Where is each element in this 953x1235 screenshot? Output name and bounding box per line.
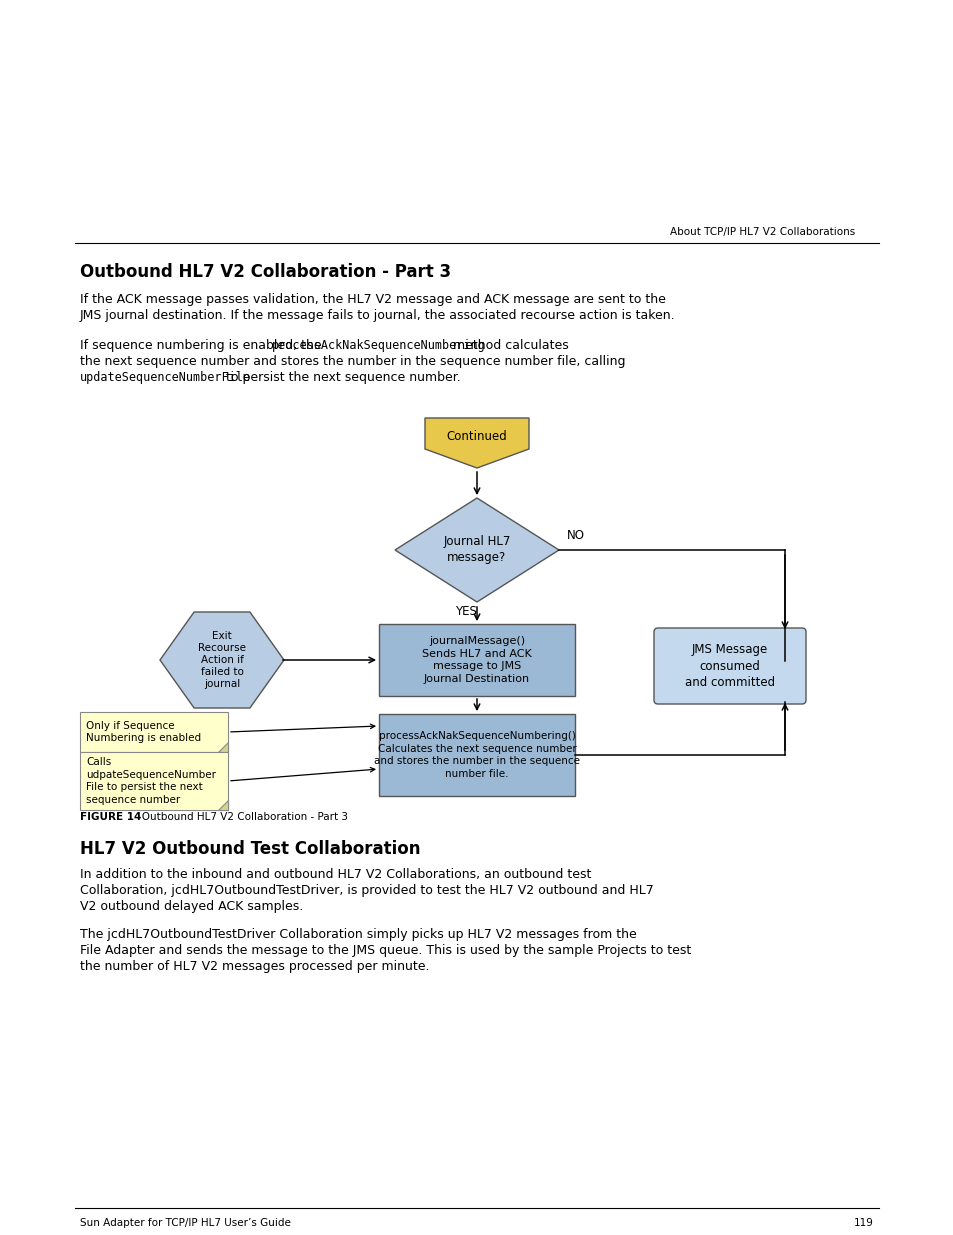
Text: YES: YES — [455, 605, 476, 618]
Text: journalMessage()
Sends HL7 and ACK
message to JMS
Journal Destination: journalMessage() Sends HL7 and ACK messa… — [421, 636, 532, 684]
Text: Sun Adapter for TCP/IP HL7 User’s Guide: Sun Adapter for TCP/IP HL7 User’s Guide — [80, 1218, 291, 1228]
Text: the next sequence number and stores the number in the sequence number file, call: the next sequence number and stores the … — [80, 354, 625, 368]
FancyBboxPatch shape — [378, 624, 575, 697]
Text: Only if Sequence
Numbering is enabled: Only if Sequence Numbering is enabled — [86, 721, 201, 743]
Text: Exit
Recourse
Action if
failed to
journal: Exit Recourse Action if failed to journa… — [198, 631, 246, 689]
Text: Collaboration, jcdHL7OutboundTestDriver, is provided to test the HL7 V2 outbound: Collaboration, jcdHL7OutboundTestDriver,… — [80, 884, 653, 897]
Polygon shape — [218, 742, 228, 752]
Text: Journal HL7
message?: Journal HL7 message? — [443, 536, 510, 564]
Text: Outbound HL7 V2 Collaboration - Part 3: Outbound HL7 V2 Collaboration - Part 3 — [132, 811, 348, 823]
Text: If sequence numbering is enabled, the: If sequence numbering is enabled, the — [80, 338, 325, 352]
Polygon shape — [395, 498, 558, 601]
Text: processAckNakSequenceNumbering: processAckNakSequenceNumbering — [272, 338, 485, 352]
Text: updateSequenceNumberFile: updateSequenceNumberFile — [80, 370, 251, 384]
Text: HL7 V2 Outbound Test Collaboration: HL7 V2 Outbound Test Collaboration — [80, 840, 420, 858]
Text: File Adapter and sends the message to the JMS queue. This is used by the sample : File Adapter and sends the message to th… — [80, 944, 691, 957]
Polygon shape — [424, 417, 529, 468]
FancyBboxPatch shape — [378, 714, 575, 797]
Polygon shape — [160, 613, 284, 708]
Text: NO: NO — [566, 529, 584, 542]
Text: Calls
udpateSequenceNumber
File to persist the next
sequence number: Calls udpateSequenceNumber File to persi… — [86, 757, 215, 804]
FancyBboxPatch shape — [80, 752, 228, 810]
FancyBboxPatch shape — [654, 629, 805, 704]
Polygon shape — [218, 800, 228, 810]
Text: About TCP/IP HL7 V2 Collaborations: About TCP/IP HL7 V2 Collaborations — [669, 227, 854, 237]
Text: The jcdHL7OutboundTestDriver Collaboration simply picks up HL7 V2 messages from : The jcdHL7OutboundTestDriver Collaborati… — [80, 927, 636, 941]
FancyBboxPatch shape — [80, 713, 228, 752]
Text: Continued: Continued — [446, 431, 507, 443]
Text: processAckNakSequenceNumbering()
Calculates the next sequence number
and stores : processAckNakSequenceNumbering() Calcula… — [374, 731, 579, 779]
Text: FIGURE 14: FIGURE 14 — [80, 811, 141, 823]
Text: the number of HL7 V2 messages processed per minute.: the number of HL7 V2 messages processed … — [80, 960, 429, 973]
Text: JMS Message
consumed
and committed: JMS Message consumed and committed — [684, 643, 774, 689]
Text: If the ACK message passes validation, the HL7 V2 message and ACK message are sen: If the ACK message passes validation, th… — [80, 293, 665, 306]
Text: method calculates: method calculates — [449, 338, 568, 352]
Text: In addition to the inbound and outbound HL7 V2 Collaborations, an outbound test: In addition to the inbound and outbound … — [80, 868, 591, 881]
Text: 119: 119 — [853, 1218, 873, 1228]
Text: Outbound HL7 V2 Collaboration - Part 3: Outbound HL7 V2 Collaboration - Part 3 — [80, 263, 451, 282]
Text: JMS journal destination. If the message fails to journal, the associated recours: JMS journal destination. If the message … — [80, 309, 675, 322]
Text: to persist the next sequence number.: to persist the next sequence number. — [221, 370, 460, 384]
Text: V2 outbound delayed ACK samples.: V2 outbound delayed ACK samples. — [80, 900, 303, 913]
